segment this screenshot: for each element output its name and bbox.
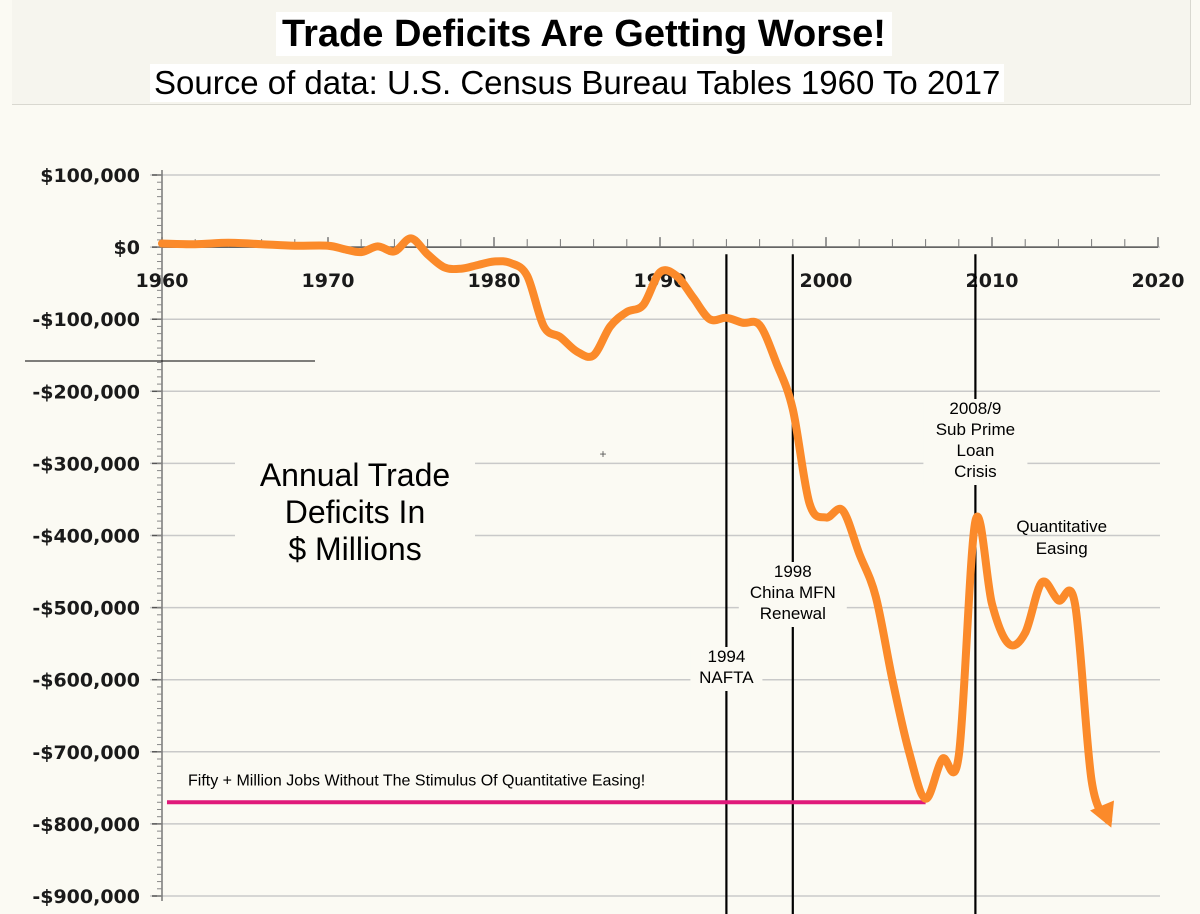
chart-header: Trade Deficits Are Getting Worse! Source…	[12, 0, 1191, 105]
chart-subtitle: Source of data: U.S. Census Bureau Table…	[150, 64, 1005, 102]
y-label-line: Deficits In	[285, 494, 425, 530]
event-label-bg	[738, 562, 847, 627]
annotation-layer: Quantitative Easing	[1016, 517, 1107, 558]
x-tick-label: 1960	[136, 270, 189, 292]
event-label: Renewal	[760, 604, 826, 623]
y-tick-label: -$700,000	[32, 742, 140, 764]
x-tick-label: 2010	[966, 270, 1019, 292]
x-tick-label: 1980	[468, 270, 521, 292]
y-tick-label: -$300,000	[32, 453, 140, 475]
y-tick-label: $100,000	[40, 165, 140, 187]
chart-title: Trade Deficits Are Getting Worse!	[276, 12, 892, 56]
event-label: China MFN	[750, 583, 836, 602]
x-tick-label: 2020	[1132, 270, 1185, 292]
event-label-bg	[923, 399, 1028, 485]
y-tick-label: -$600,000	[32, 670, 140, 692]
crosshair-mark: +	[599, 447, 606, 461]
x-tick-label: 1970	[302, 270, 355, 292]
y-tick-label: -$800,000	[32, 814, 140, 836]
y-tick-label: -$400,000	[32, 526, 140, 548]
event-label-bg	[690, 647, 763, 691]
series-layer: Fifty + Million Jobs Without The Stimulu…	[158, 234, 1115, 828]
qe-annotation: Easing	[1036, 539, 1088, 558]
reference-note: Fifty + Million Jobs Without The Stimulu…	[188, 772, 645, 789]
event-label: 1994	[707, 647, 745, 666]
event-label: NAFTA	[699, 668, 754, 687]
y-label-line: $ Millions	[288, 531, 421, 567]
event-label: 2008/9	[949, 399, 1001, 418]
y-label-line: Annual Trade	[260, 457, 450, 493]
event-label: 1998	[774, 562, 812, 581]
event-label: Crisis	[954, 462, 997, 481]
event-label: Sub Prime	[936, 420, 1015, 439]
axis-layer: $100,000 $0 -$100,000 -$200,000 -$300,000 -$4…	[25, 165, 1184, 908]
y-tick-label: -$100,000	[32, 309, 140, 331]
qe-annotation: Quantitative	[1016, 517, 1107, 536]
x-tick-label: 2000	[800, 270, 853, 292]
y-tick-label: $0	[114, 237, 140, 259]
event-label: Loan	[956, 441, 994, 460]
series-arrowhead	[1090, 800, 1115, 828]
y-tick-label: -$200,000	[32, 381, 140, 403]
y-tick-label: -$500,000	[32, 598, 140, 620]
series-line	[158, 234, 1113, 825]
marker-layer: 1994 NAFTA 1998 China MFN Renewal 2008/9 Sub P…	[690, 254, 1028, 914]
y-label-bg	[235, 452, 475, 570]
y-tick-label: -$900,000	[32, 886, 140, 908]
